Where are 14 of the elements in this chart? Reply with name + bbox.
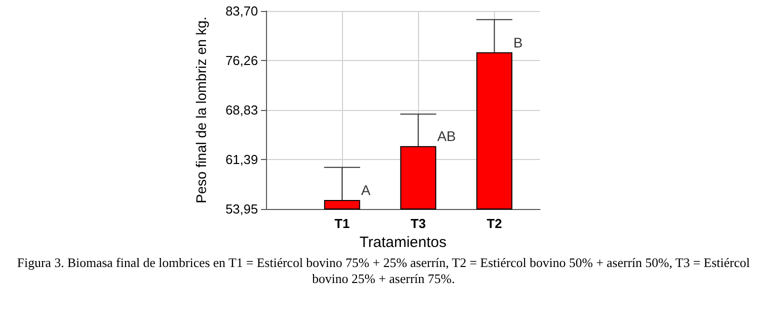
annotation: A [361,182,372,198]
annotation: AB [437,128,456,144]
y-axis-title: Peso final de la lombriz en kg. [193,16,209,204]
x-tick-label: T2 [486,216,502,231]
y-tick-label: 53,95 [225,202,258,216]
text: Figura 3. Biomasa final de lombrices en T1 = Estiércol bovino 75% + 25% aserrín, T2 = Estiércol bovino 50% + aserrín 50%, T3 = Estiércol bovino 25% + aserrín 75%. [16,255,751,287]
y-tick-label: 76,26 [225,53,258,68]
x-tick-label: T1 [334,216,350,231]
x-tick-label: T3 [410,216,426,231]
annotation: B [513,34,523,50]
x-axis-title: Tratamientos [360,234,446,251]
y-tick-label: 68,83 [225,102,258,118]
y-tick-label: 83,70 [225,4,258,18]
y-tick-label: 61,39 [225,152,258,167]
